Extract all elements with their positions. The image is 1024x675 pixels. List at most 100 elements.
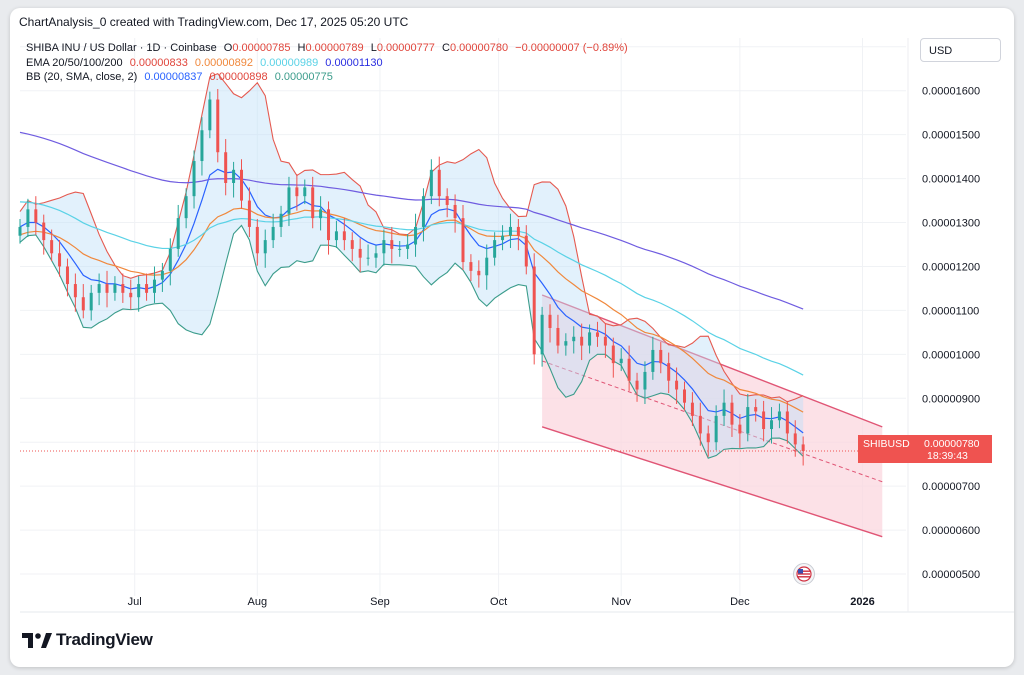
candle-body bbox=[255, 226, 259, 254]
candle bbox=[319, 196, 323, 231]
ema-legend-row[interactable]: EMA 20/50/100/200 0.00000833 0.00000892 … bbox=[26, 56, 632, 71]
candle-body bbox=[690, 402, 694, 416]
us-flag-icon[interactable] bbox=[793, 563, 815, 585]
candle bbox=[635, 372, 639, 402]
open-value: 0.00000785 bbox=[232, 42, 291, 54]
time-tick-label: Jul bbox=[128, 596, 142, 608]
candle-body bbox=[192, 161, 196, 197]
close-value: 0.00000780 bbox=[449, 42, 509, 54]
candle-body bbox=[311, 187, 315, 219]
candle-body bbox=[722, 402, 726, 416]
price-tick-label: 0.00001600 bbox=[922, 86, 980, 98]
time-tick-label: Oct bbox=[490, 596, 507, 608]
candle-body bbox=[667, 363, 671, 381]
candle-body bbox=[785, 411, 789, 434]
candle bbox=[18, 219, 22, 244]
candle-body bbox=[730, 402, 734, 425]
candle bbox=[706, 425, 710, 457]
candle-body bbox=[89, 292, 93, 311]
grid-lines bbox=[20, 38, 906, 596]
candle bbox=[97, 273, 101, 306]
price-tick-label: 0.00001400 bbox=[922, 174, 980, 186]
candle-body bbox=[287, 187, 291, 214]
brand-name: TradingView bbox=[56, 630, 153, 649]
candle bbox=[247, 187, 251, 238]
candle-body bbox=[493, 240, 497, 258]
price-tick-label: 0.00000600 bbox=[922, 525, 980, 537]
candle bbox=[160, 262, 164, 292]
candle bbox=[81, 284, 85, 319]
candle-body bbox=[382, 240, 386, 254]
candle bbox=[477, 260, 481, 288]
candle-body bbox=[429, 169, 433, 197]
candle-body bbox=[184, 196, 188, 219]
candle-body bbox=[619, 358, 623, 364]
candle-body bbox=[374, 253, 378, 258]
candle bbox=[556, 314, 560, 354]
bb-title: BB (20, SMA, close, 2) bbox=[26, 71, 138, 83]
candle bbox=[651, 336, 655, 380]
candle bbox=[793, 420, 797, 457]
price-tick-label: 0.00001200 bbox=[922, 261, 980, 273]
symbol-legend-row[interactable]: SHIBA INU / US Dollar · 1D · Coinbase O0… bbox=[26, 42, 628, 54]
candle-body bbox=[714, 415, 718, 443]
candle bbox=[493, 232, 497, 266]
currency-button[interactable]: USD bbox=[920, 38, 1001, 62]
candle-body bbox=[659, 349, 663, 364]
candle-body bbox=[706, 433, 710, 443]
candle bbox=[145, 273, 149, 301]
indicator-legend: SHIBA INU / US Dollar · 1D · Coinbase O0… bbox=[26, 41, 632, 85]
price-tag-price: 0.00000780 bbox=[924, 438, 980, 450]
candle-body bbox=[145, 284, 149, 293]
candle-body bbox=[603, 336, 607, 346]
candle bbox=[350, 232, 354, 262]
candle bbox=[421, 188, 425, 242]
candle-body bbox=[327, 209, 331, 241]
candle bbox=[113, 276, 117, 301]
candle-body bbox=[698, 415, 702, 434]
candle bbox=[129, 279, 133, 310]
candle bbox=[334, 220, 338, 249]
candle bbox=[453, 194, 457, 233]
candle-body bbox=[73, 284, 77, 298]
candle bbox=[200, 117, 204, 176]
candle bbox=[176, 204, 180, 257]
candle-body bbox=[398, 248, 402, 250]
candle-body bbox=[777, 411, 781, 421]
candle-body bbox=[516, 226, 520, 236]
candle bbox=[722, 389, 726, 426]
candle-body bbox=[279, 213, 283, 227]
bb-lower-line bbox=[19, 224, 804, 459]
candle bbox=[603, 323, 607, 358]
candle-body bbox=[358, 248, 362, 258]
candle-body bbox=[508, 226, 512, 236]
candle bbox=[777, 403, 781, 429]
tradingview-logo[interactable]: TradingView bbox=[22, 630, 153, 650]
price-tag: SHIBUSD 0.00000780 18:39:43 bbox=[858, 435, 992, 463]
price-chart[interactable]: 0.000005000.000006000.000007000.00000800… bbox=[10, 8, 1014, 667]
chart-header: ChartAnalysis_0 created with TradingView… bbox=[19, 15, 409, 29]
candle-body bbox=[58, 253, 62, 267]
candle bbox=[429, 159, 433, 205]
candle bbox=[683, 381, 686, 411]
candle bbox=[263, 229, 267, 268]
price-tick-label: 0.00001300 bbox=[922, 218, 980, 230]
bb-fill bbox=[20, 73, 804, 459]
candle bbox=[390, 226, 394, 264]
time-tick-label: 2026 bbox=[850, 596, 874, 608]
ema20-value: 0.00000833 bbox=[129, 56, 188, 69]
candle bbox=[279, 205, 283, 238]
ema-title: EMA 20/50/100/200 bbox=[26, 56, 123, 69]
candle-body bbox=[580, 336, 584, 346]
time-axis: Jul Aug Sep Oct Nov Dec 2026 bbox=[20, 38, 1014, 613]
price-tick-label: 0.00001100 bbox=[922, 305, 979, 317]
candle bbox=[34, 196, 38, 235]
candle bbox=[461, 204, 465, 270]
candle-body bbox=[26, 209, 30, 227]
symbol-title: SHIBA INU / US Dollar · 1D · Coinbase bbox=[26, 42, 217, 54]
candle bbox=[580, 323, 584, 361]
candle-body bbox=[137, 284, 141, 298]
bb-legend-row[interactable]: BB (20, SMA, close, 2) 0.00000837 0.0000… bbox=[26, 70, 632, 85]
ema50-line bbox=[19, 207, 804, 413]
candle bbox=[595, 321, 599, 347]
